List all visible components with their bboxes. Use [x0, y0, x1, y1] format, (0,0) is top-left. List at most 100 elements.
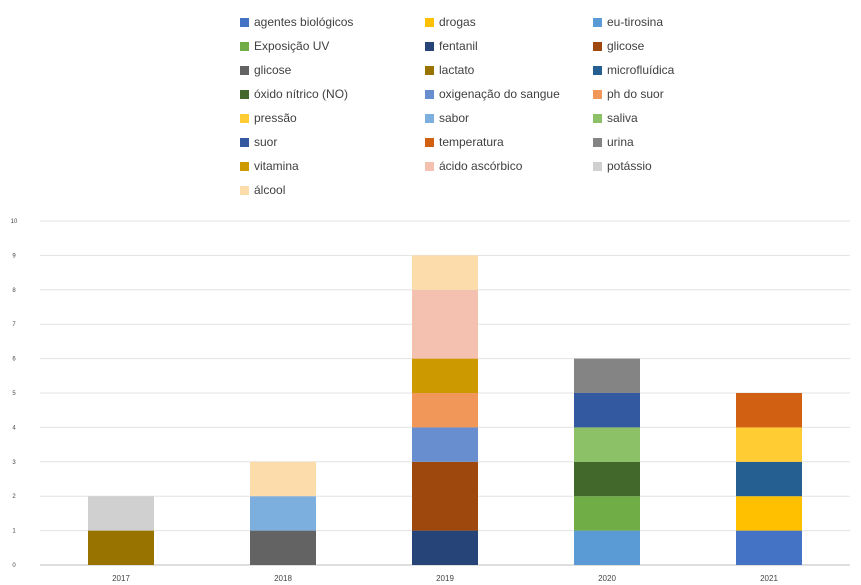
- legend-item: oxigenação do sangue: [425, 87, 560, 101]
- legend-label: ph do suor: [607, 87, 664, 101]
- bar-segment-2019-vitamina: [412, 358, 478, 393]
- bar-segment-2020-saliva: [574, 427, 640, 462]
- legend-label: suor: [254, 135, 277, 149]
- bar-segment-2019-oxigenacao-do-sangue: [412, 427, 478, 462]
- legend-item: temperatura: [425, 135, 504, 149]
- legend-swatch: [593, 114, 602, 123]
- legend-label: glicose: [607, 39, 645, 53]
- legend-swatch: [240, 42, 249, 51]
- legend-swatch: [593, 90, 602, 99]
- legend-item: ph do suor: [593, 87, 664, 101]
- legend-swatch: [425, 90, 434, 99]
- legend-swatch: [240, 186, 249, 195]
- y-tick-label: 3: [12, 460, 16, 466]
- x-tick-label: 2021: [760, 574, 778, 583]
- legend-label: microfluídica: [607, 63, 675, 77]
- x-axis: 2017 2018 2019 2020 2021: [112, 574, 778, 583]
- legend-label: agentes biológicos: [254, 15, 353, 29]
- legend-label: oxigenação do sangue: [439, 87, 560, 101]
- bar-segment-2017-potassio: [88, 496, 154, 531]
- legend-label: potássio: [607, 159, 652, 173]
- legend-item: potássio: [593, 159, 652, 173]
- bar-segment-2021-drogas: [736, 496, 802, 531]
- bar-segment-2018-alcool: [250, 461, 316, 497]
- y-tick-label: 2: [12, 494, 16, 500]
- legend-item: sabor: [425, 111, 469, 125]
- y-tick-label: 5: [12, 391, 16, 397]
- bar-segment-2019-ph-do-suor: [412, 393, 478, 428]
- legend-swatch: [240, 114, 249, 123]
- legend-item: urina: [593, 135, 634, 149]
- legend-label: fentanil: [439, 39, 478, 53]
- legend-label: álcool: [254, 183, 285, 197]
- bar-segment-2021-agentes-biologicos: [736, 530, 802, 565]
- y-tick-label: 0: [12, 563, 16, 569]
- legend-item: álcool: [240, 183, 285, 197]
- bar-segment-2019-glicose: [412, 461, 478, 531]
- legend-swatch: [425, 66, 434, 75]
- legend-item: Exposição UV: [240, 39, 329, 53]
- legend-item: microfluídica: [593, 63, 675, 77]
- y-tick-label: 10: [11, 219, 18, 225]
- legend-label: saliva: [607, 111, 638, 125]
- bar-segment-2021-microfluidica: [736, 461, 802, 497]
- y-tick-label: 4: [12, 425, 16, 431]
- legend-item: saliva: [593, 111, 638, 125]
- legend-swatch: [240, 162, 249, 171]
- bars: [88, 255, 802, 565]
- bar-segment-2020-eu-tirosina: [574, 530, 640, 565]
- legend-label: ácido ascórbico: [439, 159, 523, 173]
- y-tick-label: 1: [12, 529, 16, 535]
- bar-segment-2018-sabor: [250, 496, 316, 531]
- legend-swatch: [240, 66, 249, 75]
- legend-swatch: [593, 138, 602, 147]
- legend-swatch: [240, 138, 249, 147]
- legend: agentes biológicos drogas eu-tirosina Expos…: [240, 15, 675, 197]
- legend-swatch: [593, 66, 602, 75]
- y-tick-label: 8: [12, 288, 16, 294]
- bar-segment-2020-urina: [574, 358, 640, 393]
- legend-label: eu-tirosina: [607, 15, 663, 29]
- legend-item: lactato: [425, 63, 475, 77]
- legend-label: óxido nítrico (NO): [254, 87, 348, 101]
- legend-item: glicose: [240, 63, 292, 77]
- legend-swatch: [593, 18, 602, 27]
- legend-label: Exposição UV: [254, 39, 329, 53]
- legend-swatch: [425, 42, 434, 51]
- legend-swatch: [425, 18, 434, 27]
- legend-swatch: [593, 162, 602, 171]
- x-tick-label: 2020: [598, 574, 616, 583]
- legend-item: suor: [240, 135, 277, 149]
- legend-item: agentes biológicos: [240, 15, 353, 29]
- x-tick-label: 2019: [436, 574, 454, 583]
- bar-segment-2020-suor: [574, 393, 640, 428]
- y-tick-label: 6: [12, 357, 16, 363]
- legend-label: pressão: [254, 111, 297, 125]
- bar-segment-2019-fentanil: [412, 530, 478, 565]
- legend-item: óxido nítrico (NO): [240, 87, 348, 101]
- bar-segment-2017-lactato: [88, 530, 154, 565]
- legend-swatch: [240, 18, 249, 27]
- legend-label: lactato: [439, 63, 475, 77]
- legend-item: fentanil: [425, 39, 478, 53]
- legend-label: glicose: [254, 63, 292, 77]
- bar-segment-2018-glicose: [250, 530, 316, 565]
- legend-label: sabor: [439, 111, 469, 125]
- legend-item: glicose: [593, 39, 645, 53]
- bar-segment-2021-pressao: [736, 427, 802, 462]
- legend-item: vitamina: [240, 159, 299, 173]
- bar-segment-2019-alcool: [412, 255, 478, 290]
- legend-swatch: [593, 42, 602, 51]
- bar-segment-2019-acido-ascorbico: [412, 289, 478, 359]
- legend-item: eu-tirosina: [593, 15, 663, 29]
- bar-segment-2020-exposicao-uv: [574, 496, 640, 531]
- legend-item: drogas: [425, 15, 476, 29]
- legend-swatch: [425, 114, 434, 123]
- bar-segment-2021-temperatura: [736, 393, 802, 428]
- legend-swatch: [425, 138, 434, 147]
- bar-segment-2020-oxido-nitrico-no: [574, 461, 640, 497]
- y-tick-label: 7: [12, 322, 16, 328]
- legend-item: pressão: [240, 111, 297, 125]
- legend-swatch: [425, 162, 434, 171]
